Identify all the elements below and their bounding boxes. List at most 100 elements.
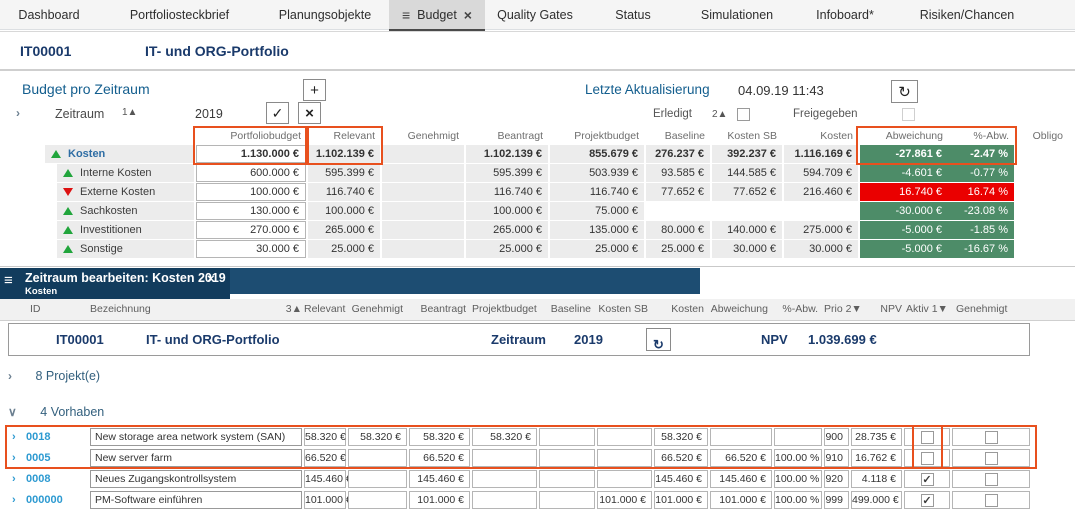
cell-npv[interactable]: 28.735 €: [851, 428, 902, 446]
column-header-aktiv[interactable]: Aktiv 1▼: [906, 303, 948, 315]
cell-abweichung[interactable]: 101.000 €: [710, 491, 772, 509]
cell-baseline[interactable]: [539, 449, 595, 467]
cell-pct_abw[interactable]: 100.00 %: [774, 470, 822, 488]
row-expand-chevron-icon[interactable]: ›: [12, 431, 16, 443]
row-label[interactable]: Investitionen: [57, 221, 194, 239]
cell-projektbudget[interactable]: [472, 470, 537, 488]
cell-genehmigt[interactable]: [952, 449, 1030, 467]
cell-bezeichnung[interactable]: New server farm: [90, 449, 302, 467]
cell-aktiv[interactable]: [904, 491, 950, 509]
cell-relevant[interactable]: 66.520 €: [304, 449, 346, 467]
cell-projektbudget[interactable]: [472, 491, 537, 509]
cell-relevant[interactable]: 101.000 €: [304, 491, 352, 509]
cell-relevant[interactable]: 145.460 €: [304, 470, 352, 488]
cell-genehmigt[interactable]: [348, 491, 407, 509]
sort-indicator[interactable]: 3▲: [285, 303, 302, 315]
row-label[interactable]: Sachkosten: [57, 202, 194, 220]
cell-aktiv[interactable]: [904, 449, 950, 467]
cell-kosten_sb[interactable]: 101.000 €: [597, 491, 652, 509]
cell-genehmigt[interactable]: [348, 449, 407, 467]
row-expand-chevron-icon[interactable]: ›: [12, 452, 16, 464]
cell-genehmigt[interactable]: [348, 470, 407, 488]
row-expand-chevron-icon[interactable]: ›: [12, 494, 16, 506]
cell-prio[interactable]: 900: [824, 428, 849, 446]
cell-baseline[interactable]: [539, 470, 595, 488]
cell-prio[interactable]: 999: [824, 491, 849, 509]
tab-portfoliosteckbrief[interactable]: Portfoliosteckbrief: [98, 0, 261, 30]
tab-risiken-chancen[interactable]: Risiken/Chancen: [897, 0, 1037, 30]
edit-panel-close-icon[interactable]: ×: [207, 271, 215, 286]
tab-infoboard-[interactable]: Infoboard*: [793, 0, 897, 30]
cell-portfoliobudget[interactable]: 130.000 €: [196, 202, 306, 220]
cell-genehmigt[interactable]: 58.320 €: [348, 428, 407, 446]
tab-status[interactable]: Status: [585, 0, 681, 30]
cell-beantragt[interactable]: 66.520 €: [409, 449, 470, 467]
row-label[interactable]: Externe Kosten: [57, 183, 194, 201]
row-label[interactable]: Kosten: [45, 145, 194, 163]
aktiv-checkbox[interactable]: [920, 430, 934, 444]
zeitraum-expand-chevron-icon[interactable]: ›: [16, 106, 20, 120]
tab-simulationen[interactable]: Simulationen: [681, 0, 793, 30]
menu-icon[interactable]: ≡: [402, 7, 411, 23]
add-zeitraum-button[interactable]: +: [303, 79, 326, 101]
cell-baseline[interactable]: [539, 491, 595, 509]
cell-baseline[interactable]: [539, 428, 595, 446]
cell-portfoliobudget[interactable]: 270.000 €: [196, 221, 306, 239]
cell-abweichung[interactable]: [710, 428, 772, 446]
cell-projektbudget[interactable]: 58.320 €: [472, 428, 537, 446]
cell-aktiv[interactable]: [904, 428, 950, 446]
cell-bezeichnung[interactable]: New storage area network system (SAN): [90, 428, 302, 446]
cell-bezeichnung[interactable]: Neues Zugangskontrollsystem: [90, 470, 302, 488]
tab-budget[interactable]: ≡ Budget ×: [389, 0, 485, 32]
group-projekte[interactable]: › 8 Projekt(e): [8, 369, 100, 383]
erledigt-checkbox[interactable]: [737, 108, 750, 121]
cell-npv[interactable]: 499.000 €: [851, 491, 902, 509]
cell-kosten[interactable]: 145.460 €: [654, 470, 708, 488]
summary-refresh-button[interactable]: ↻: [646, 328, 671, 352]
cell-relevant[interactable]: 58.320 €: [304, 428, 346, 446]
aktiv-checkbox[interactable]: [920, 451, 934, 465]
confirm-button[interactable]: ✓: [266, 102, 289, 124]
cell-pct_abw[interactable]: 100.00 %: [774, 449, 822, 467]
genehmigt-checkbox[interactable]: [984, 430, 998, 444]
column-header-prio[interactable]: Prio 2▼: [824, 303, 862, 315]
menu-icon[interactable]: ≡: [4, 272, 13, 289]
tab-planungsobjekte[interactable]: Planungsobjekte: [261, 0, 389, 30]
row-label[interactable]: Sonstige: [57, 240, 194, 258]
cell-npv[interactable]: 16.762 €: [851, 449, 902, 467]
refresh-button[interactable]: ↻: [891, 80, 918, 103]
group-vorhaben[interactable]: ∨ 4 Vorhaben: [8, 405, 104, 419]
cell-portfoliobudget[interactable]: 100.000 €: [196, 183, 306, 201]
zeitraum-sort-indicator[interactable]: 1▲: [122, 107, 138, 118]
cell-abweichung[interactable]: 145.460 €: [710, 470, 772, 488]
cancel-button[interactable]: ×: [298, 102, 321, 124]
row-expand-chevron-icon[interactable]: ›: [12, 473, 16, 485]
row-label[interactable]: Interne Kosten: [57, 164, 194, 182]
genehmigt-checkbox[interactable]: [984, 472, 998, 486]
cell-pct_abw[interactable]: [774, 428, 822, 446]
cell-aktiv[interactable]: [904, 470, 950, 488]
cell-kosten_sb[interactable]: [597, 470, 652, 488]
cell-projektbudget[interactable]: [472, 449, 537, 467]
chevron-down-icon[interactable]: ∨: [8, 405, 17, 419]
cell-npv[interactable]: 4.118 €: [851, 470, 902, 488]
cell-bezeichnung[interactable]: PM-Software einführen: [90, 491, 302, 509]
tab-quality-gates[interactable]: Quality Gates: [485, 0, 585, 30]
cell-portfoliobudget[interactable]: 600.000 €: [196, 164, 306, 182]
cell-genehmigt[interactable]: [952, 470, 1030, 488]
cell-kosten[interactable]: 58.320 €: [654, 428, 708, 446]
cell-beantragt[interactable]: 58.320 €: [409, 428, 470, 446]
cell-prio[interactable]: 910: [824, 449, 849, 467]
row-id-link[interactable]: 0005: [26, 452, 51, 464]
genehmigt-checkbox[interactable]: [984, 493, 998, 507]
cell-pct_abw[interactable]: 100.00 %: [774, 491, 822, 509]
cell-kosten[interactable]: 66.520 €: [654, 449, 708, 467]
chevron-right-icon[interactable]: ›: [8, 369, 12, 383]
row-id-link[interactable]: 0018: [26, 431, 51, 443]
cell-kosten_sb[interactable]: [597, 449, 652, 467]
tab-dashboard[interactable]: Dashboard: [0, 0, 98, 30]
aktiv-checkbox[interactable]: [920, 493, 934, 507]
cell-genehmigt[interactable]: [952, 428, 1030, 446]
cell-kosten[interactable]: 101.000 €: [654, 491, 708, 509]
cell-beantragt[interactable]: 145.460 €: [409, 470, 470, 488]
